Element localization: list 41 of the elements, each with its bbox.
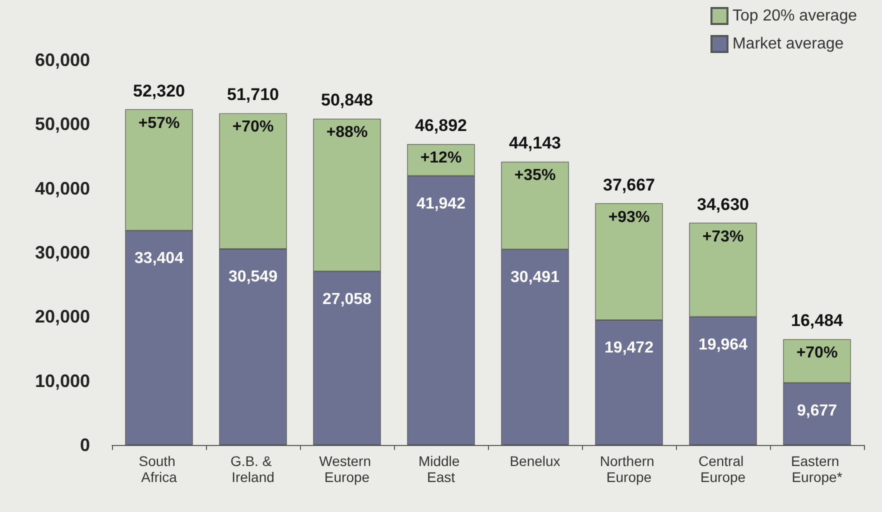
y-tick-label: 50,000 [34,114,90,134]
y-tick-label: 30,000 [34,242,90,262]
data-label: 27,058 [322,290,372,308]
data-label: 30,491 [510,268,560,286]
annotation: +35% [514,167,556,184]
data-label: 41,942 [416,195,466,212]
annotation: +73% [702,228,744,246]
legend-label: Top 20% average [732,8,858,24]
data-label: 30,549 [228,268,278,286]
x-tick-label: Middle East [418,453,464,485]
data-label: 33,404 [134,250,184,268]
data-label: 19,964 [698,336,748,354]
x-tick-label: Northern Europe [600,453,658,485]
y-tick-label: 10,000 [34,370,90,391]
x-tick-label: Central Europe [698,453,748,485]
y-tick-label: 60,000 [34,50,90,70]
y-tick-label: 0 [80,435,90,455]
annotation: +57% [138,114,180,132]
annotation: +12% [420,150,462,167]
total-label: 50,848 [321,90,373,110]
total-label: 46,892 [415,116,467,136]
total-label: 52,320 [133,81,185,100]
y-tick-label: 20,000 [34,306,90,327]
x-tick-label: Eastern Europe* [790,453,844,485]
legend-label: Market average [732,36,844,52]
y-tick-label: 40,000 [34,178,90,198]
total-label: 34,630 [697,194,749,214]
total-label: 44,143 [509,134,561,153]
data-label: 19,472 [604,340,654,357]
x-tick-label: South Africa [138,453,180,485]
annotation: +88% [326,124,368,142]
x-tick-label: Benelux [510,453,560,469]
total-label: 16,484 [791,311,844,330]
x-tick-label: Western Europe [319,453,375,485]
total-label: 51,710 [227,85,279,104]
annotation: +93% [608,208,650,226]
data-label: 9,677 [796,402,838,420]
total-label: 37,667 [603,175,655,194]
annotation: +70% [232,118,274,136]
annotation: +70% [796,344,838,362]
x-tick-label: G.B. & Ireland [230,453,276,485]
